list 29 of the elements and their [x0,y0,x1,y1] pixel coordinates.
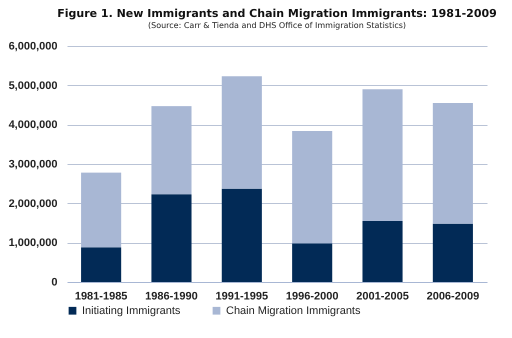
bar [222,188,262,282]
chart-subtitle: (Source: Carr & Tienda and DHS Office of Immigration Statistics) [148,21,406,30]
bar [81,247,122,282]
bar [432,103,473,224]
x-tick-label: 1996-2000 [286,290,338,302]
legend-label: Chain Migration Immigrants [226,304,361,317]
y-tick-label: 0 [51,276,58,288]
bar [151,106,192,194]
bar [151,194,192,282]
bar [362,221,403,282]
bar [362,89,403,222]
bar [292,130,332,244]
x-tick-label: 1981-1985 [74,290,128,302]
x-tick-label: 1991-1995 [216,290,268,302]
x-tick-label: 1986-1990 [145,290,198,302]
y-tick-label: 3,000,000 [8,158,58,170]
x-tick-label: 2006-2009 [426,290,480,302]
y-tick-label: 5,000,000 [8,80,58,92]
bar [432,224,473,282]
legend-label: Initiating Immigrants [82,304,181,317]
x-tick-label: 2001-2005 [356,290,409,302]
bar [292,243,332,282]
bar [222,76,262,189]
chart-title: Figure 1. New Immigrants and Chain Migration Immigrants: 1981-2009 [57,7,497,20]
y-tick-label: 6,000,000 [8,40,58,52]
y-tick-label: 2,000,000 [8,198,58,210]
bar [81,172,122,248]
y-tick-label: 1,000,000 [8,237,58,250]
y-tick-label: 4,000,000 [8,119,58,132]
